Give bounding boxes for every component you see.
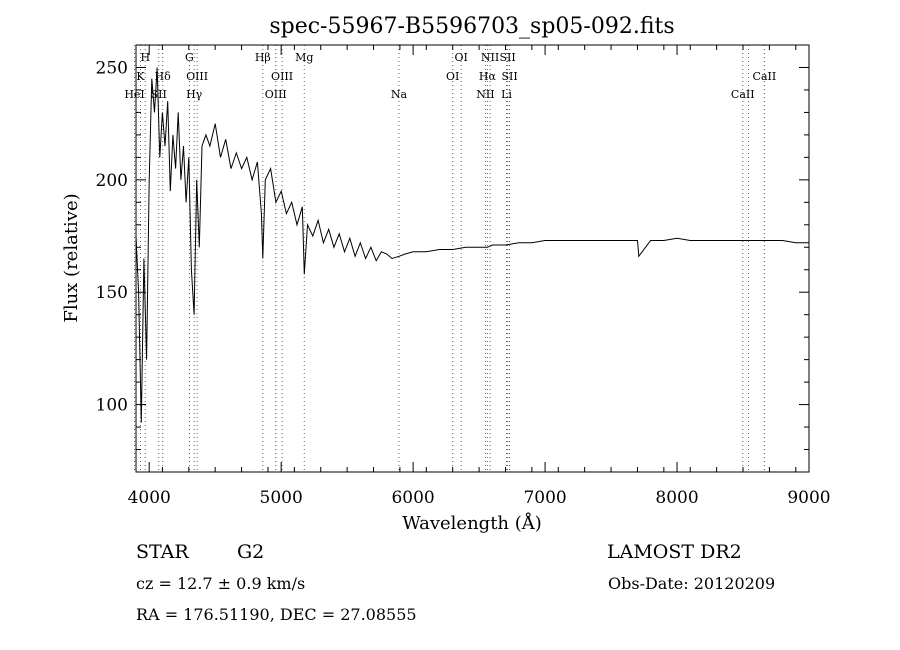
survey-name: LAMOST DR2 (607, 541, 742, 563)
line-label-4: SII (151, 88, 167, 101)
y-axis-label: Flux (relative) (61, 193, 82, 322)
line-label-13: OI (454, 51, 467, 64)
line-label-21: CaII (753, 70, 777, 83)
line-label-10: OIII (271, 70, 293, 83)
line-label-7: Hγ (186, 88, 203, 101)
line-label-16: SII (499, 51, 515, 64)
line-label-6: OIII (186, 70, 208, 83)
line-label-9: Mg (295, 51, 313, 64)
x-tick-label-3: 7000 (523, 488, 566, 508)
x-tick-label-0: 4000 (128, 488, 171, 508)
line-label-22: CaII (731, 88, 755, 101)
line-label-20: Li (501, 88, 512, 101)
y-tick-label-1: 150 (96, 283, 128, 303)
line-label-8: Hβ (255, 51, 271, 64)
line-label-17: Hα (479, 70, 497, 83)
line-label-15: NII (481, 51, 499, 64)
x-tick-label-4: 8000 (655, 488, 698, 508)
line-label-14: OI (446, 70, 459, 83)
line-label-12: Na (391, 88, 408, 101)
y-axis: 100 150 200 250 (96, 44, 809, 451)
x-tick-label-5: 9000 (787, 488, 830, 508)
obs-date: Obs-Date: 20120209 (608, 574, 775, 593)
line-label-5: G (185, 51, 194, 64)
line-label-2: Hδ (155, 70, 172, 83)
x-axis: 4000 5000 6000 7000 8000 9000 (128, 45, 831, 508)
object-subclass: G2 (237, 541, 264, 563)
plot-frame (135, 44, 810, 473)
line-label-3: HeI (124, 88, 144, 101)
x-axis-label: Wavelength (Å) (402, 512, 542, 534)
x-tick-label-2: 6000 (391, 488, 434, 508)
line-label-11: OIII (265, 88, 287, 101)
object-class: STAR (136, 541, 189, 563)
coordinates: RA = 176.51190, DEC = 27.08555 (136, 605, 417, 624)
y-tick-label-3: 250 (96, 58, 128, 78)
line-label-1: K (136, 70, 145, 83)
y-tick-label-0: 100 (96, 396, 128, 416)
x-tick-label-1: 5000 (260, 488, 303, 508)
spectrum-series-line (135, 67, 809, 423)
redshift-value: cz = 12.7 ± 0.9 km/s (136, 574, 305, 593)
line-label-19: NII (476, 88, 494, 101)
line-label-18: SII (501, 70, 517, 83)
line-label-0: H (140, 51, 150, 64)
chart-title: spec-55967-B5596703_sp05-092.fits (269, 14, 674, 39)
y-tick-label-2: 200 (96, 171, 128, 191)
